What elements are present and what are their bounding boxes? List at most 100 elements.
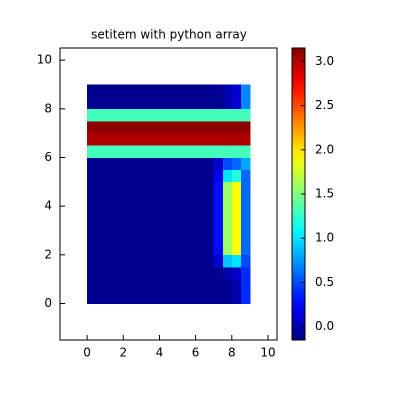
heat-cell xyxy=(195,242,215,256)
heat-cell xyxy=(123,169,142,183)
heat-cell xyxy=(87,267,106,280)
heat-cell xyxy=(231,267,242,280)
heat-cell xyxy=(159,242,178,256)
colorbar-tick-label: 3.0 xyxy=(315,54,334,68)
heat-cell xyxy=(177,157,197,171)
heat-cell xyxy=(177,121,197,134)
heat-cell xyxy=(159,121,178,134)
heat-cell xyxy=(240,84,251,98)
heat-cell xyxy=(231,291,242,304)
heat-cell xyxy=(123,206,142,219)
heat-cell xyxy=(105,279,124,292)
heat-cell xyxy=(195,121,215,134)
heat-cell xyxy=(159,169,178,183)
y-tick-label: 10 xyxy=(37,53,52,67)
heat-cell xyxy=(177,96,197,110)
heat-cell xyxy=(87,108,106,122)
heat-cell xyxy=(231,279,242,292)
heat-cell xyxy=(195,267,215,280)
heat-cell xyxy=(105,254,124,268)
heat-cell xyxy=(222,169,233,183)
x-tick-label: 0 xyxy=(83,346,91,360)
heat-cell xyxy=(231,121,242,134)
heat-cell xyxy=(177,267,197,280)
heat-cell xyxy=(177,279,197,292)
heat-cell xyxy=(87,157,106,171)
heat-cell xyxy=(231,242,242,256)
heat-cell xyxy=(195,169,215,183)
heat-cell xyxy=(123,96,142,110)
heat-cell xyxy=(240,145,251,158)
heat-cell xyxy=(105,267,124,280)
colorbar-tick-label: 0.5 xyxy=(315,275,334,289)
heat-cell xyxy=(222,279,233,292)
heat-cell xyxy=(87,121,106,134)
heat-cell xyxy=(123,133,142,146)
heat-cell xyxy=(213,157,224,171)
colorbar-tick-label: 2.0 xyxy=(315,142,334,156)
heat-cell xyxy=(123,194,142,207)
heat-cell xyxy=(141,169,160,183)
heat-cell xyxy=(240,230,251,244)
heat-cell xyxy=(195,291,215,304)
heat-cell xyxy=(87,218,106,231)
heat-cell xyxy=(141,218,160,231)
heat-cell xyxy=(159,84,178,98)
heat-cell xyxy=(213,218,224,231)
heat-cell xyxy=(213,181,224,195)
heat-cell xyxy=(240,218,251,231)
colorbar-tick-label: 2.5 xyxy=(315,98,334,112)
heat-cell xyxy=(222,108,233,122)
heat-cell xyxy=(141,291,160,304)
heat-cell xyxy=(87,194,106,207)
heat-cell xyxy=(240,267,251,280)
heat-cell xyxy=(141,157,160,171)
heat-cell xyxy=(87,169,106,183)
heat-cell xyxy=(231,133,242,146)
heat-cell xyxy=(123,254,142,268)
heat-cell xyxy=(141,230,160,244)
heat-cell xyxy=(195,96,215,110)
heat-cell xyxy=(231,145,242,158)
heat-cell xyxy=(87,133,106,146)
heat-cell xyxy=(141,145,160,158)
heat-cell xyxy=(195,84,215,98)
heat-cell xyxy=(222,121,233,134)
heat-cell xyxy=(105,145,124,158)
heat-cell xyxy=(213,230,224,244)
y-tick-label: 6 xyxy=(44,150,52,164)
heat-cell xyxy=(123,108,142,122)
heat-cell xyxy=(87,206,106,219)
heat-cell xyxy=(231,96,242,110)
heat-cell xyxy=(87,145,106,158)
chart-title: setitem with python array xyxy=(91,28,247,42)
heat-cell xyxy=(141,279,160,292)
heat-cell xyxy=(105,194,124,207)
heat-cell xyxy=(222,133,233,146)
heat-cell xyxy=(105,169,124,183)
heat-cell xyxy=(177,242,197,256)
heat-cell xyxy=(105,230,124,244)
heat-cell xyxy=(159,291,178,304)
heat-cell xyxy=(123,230,142,244)
x-tick-label: 4 xyxy=(156,346,164,360)
heat-cell xyxy=(177,291,197,304)
heat-cell xyxy=(240,133,251,146)
heat-cell xyxy=(213,133,224,146)
heat-cell xyxy=(195,133,215,146)
heat-cell xyxy=(231,157,242,171)
heat-cell xyxy=(105,206,124,219)
heat-cell xyxy=(141,181,160,195)
heat-cell xyxy=(177,230,197,244)
heat-cell xyxy=(87,84,106,98)
x-tick-label: 10 xyxy=(260,346,275,360)
heat-cell xyxy=(195,206,215,219)
heat-cell xyxy=(240,194,251,207)
heat-cell xyxy=(105,181,124,195)
heat-cell xyxy=(123,242,142,256)
heat-cell xyxy=(222,194,233,207)
heat-cell xyxy=(240,108,251,122)
heat-cell xyxy=(222,254,233,268)
heat-cell xyxy=(159,267,178,280)
